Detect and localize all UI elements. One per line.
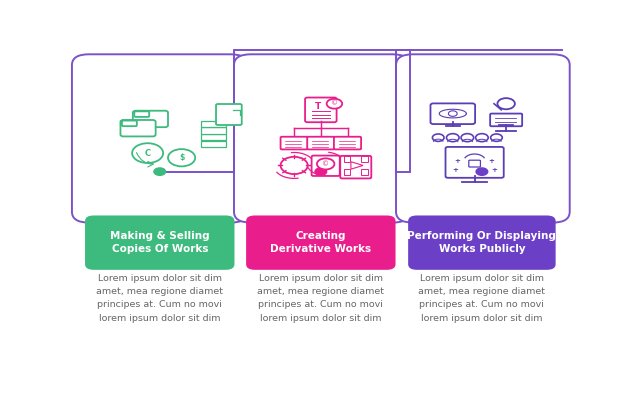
FancyBboxPatch shape: [200, 134, 226, 140]
FancyBboxPatch shape: [446, 147, 504, 178]
Text: Making & Selling
Copies Of Works: Making & Selling Copies Of Works: [110, 231, 210, 254]
Circle shape: [433, 134, 444, 142]
Text: ©: ©: [322, 161, 329, 167]
FancyBboxPatch shape: [133, 111, 168, 127]
Circle shape: [498, 98, 515, 109]
Circle shape: [461, 134, 474, 142]
Circle shape: [132, 143, 163, 163]
Text: +: +: [489, 158, 495, 164]
FancyBboxPatch shape: [431, 103, 475, 124]
FancyBboxPatch shape: [469, 160, 480, 167]
FancyBboxPatch shape: [340, 156, 371, 178]
Circle shape: [446, 134, 459, 142]
Text: T: T: [316, 102, 322, 111]
FancyBboxPatch shape: [122, 121, 137, 126]
Text: Lorem ipsum dolor sit dim
amet, mea regione diamet
principes at. Cum no movi
lor: Lorem ipsum dolor sit dim amet, mea regi…: [418, 274, 545, 322]
FancyBboxPatch shape: [408, 215, 556, 270]
FancyBboxPatch shape: [135, 111, 149, 117]
Circle shape: [280, 157, 308, 174]
Text: +: +: [454, 158, 461, 164]
Circle shape: [168, 149, 195, 166]
Text: ©: ©: [331, 101, 338, 107]
FancyBboxPatch shape: [200, 121, 226, 127]
Circle shape: [491, 134, 502, 142]
Circle shape: [315, 168, 327, 175]
Text: $: $: [179, 153, 184, 162]
Circle shape: [476, 134, 488, 142]
FancyBboxPatch shape: [72, 54, 247, 223]
FancyBboxPatch shape: [344, 169, 351, 175]
Circle shape: [154, 168, 165, 175]
FancyBboxPatch shape: [312, 156, 340, 176]
Circle shape: [476, 168, 488, 175]
FancyBboxPatch shape: [490, 113, 522, 126]
Text: Lorem ipsum dolor sit dim
amet, mea regione diamet
principes at. Cum no movi
lor: Lorem ipsum dolor sit dim amet, mea regi…: [96, 274, 223, 322]
FancyBboxPatch shape: [361, 156, 368, 162]
FancyBboxPatch shape: [334, 137, 361, 150]
Text: Lorem ipsum dolor sit dim
amet, mea regione diamet
principes at. Cum no movi
lor: Lorem ipsum dolor sit dim amet, mea regi…: [257, 274, 384, 322]
FancyBboxPatch shape: [120, 120, 156, 136]
FancyBboxPatch shape: [305, 97, 337, 122]
FancyBboxPatch shape: [361, 169, 368, 175]
Text: Creating
Derivative Works: Creating Derivative Works: [270, 231, 371, 254]
FancyBboxPatch shape: [246, 215, 396, 270]
FancyBboxPatch shape: [280, 137, 308, 150]
Text: C: C: [145, 149, 151, 158]
FancyBboxPatch shape: [216, 104, 242, 125]
FancyBboxPatch shape: [234, 54, 409, 223]
FancyBboxPatch shape: [344, 156, 351, 162]
Circle shape: [448, 111, 457, 116]
Text: Performing Or Displaying
Works Publicly: Performing Or Displaying Works Publicly: [408, 231, 557, 254]
Circle shape: [327, 99, 342, 109]
FancyBboxPatch shape: [200, 128, 226, 134]
FancyBboxPatch shape: [200, 141, 226, 147]
Text: +: +: [452, 167, 458, 173]
FancyBboxPatch shape: [396, 54, 570, 223]
Polygon shape: [351, 162, 363, 169]
FancyBboxPatch shape: [307, 137, 334, 150]
Text: +: +: [491, 167, 497, 173]
Circle shape: [317, 158, 334, 170]
FancyBboxPatch shape: [85, 215, 235, 270]
